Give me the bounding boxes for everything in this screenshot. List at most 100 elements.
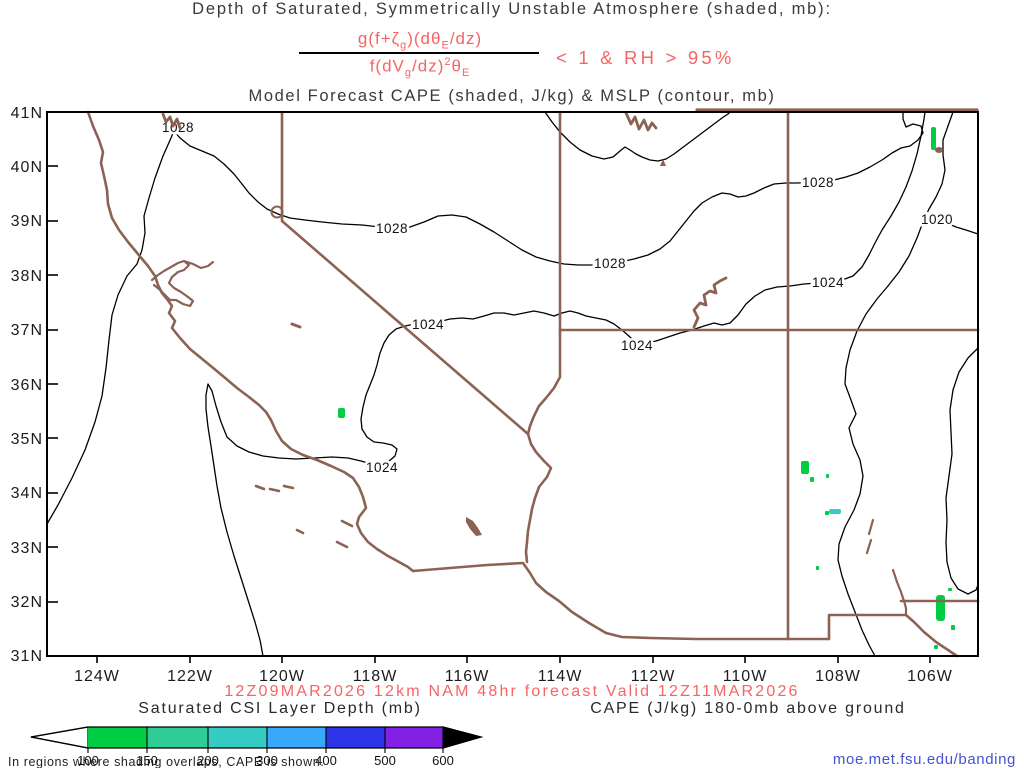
lat-label: 40N [11,159,43,176]
lat-label: 32N [11,594,43,611]
california-nevada-border [280,110,530,436]
lon-label: 110W [723,668,768,685]
contour-label: 1028 [162,120,194,135]
shade-patch [816,566,819,570]
contour-southeast-hook [945,347,979,595]
lat-label: 37N [11,322,43,339]
mono-lake [290,322,302,329]
contour-1028 [46,111,924,525]
salton-sea [466,517,482,536]
shade-patch [948,588,952,591]
lon-label: 122W [167,668,213,685]
shade-patch [338,408,345,418]
formula-numerator: g(f+ζg)(dθE/dz) [357,29,483,52]
lon-label: 108W [815,668,861,685]
lat-label: 31N [11,648,43,665]
contour-label: 1024 [812,275,844,290]
contour-label: 1028 [802,175,834,190]
colorbar-segment [88,727,147,748]
utah-lake [660,159,666,166]
colorbar-tick: 600 [432,753,454,768]
page-subtitle: Model Forecast CAPE (shaded, J/kg) & MSL… [248,87,776,105]
great-salt-lake [624,111,658,132]
rio-grande-river [865,518,908,617]
longitude-ticks [96,656,931,663]
channel-islands [254,484,354,549]
shade-patch [931,127,936,150]
mexico-border [411,561,959,658]
colorbar-tick: 200 [197,753,219,768]
shade-patch [810,477,814,482]
contour-value-labels: 1028 1028 1028 1028 1024 1024 1024 1024 … [159,118,955,478]
colorbar: 100 150 200 300 400 500 600 [30,726,484,768]
contour-1020-newmexico [837,111,954,657]
colorbar-tick: 500 [374,753,396,768]
lon-label: 112W [631,668,676,685]
lon-label: 106W [907,668,953,685]
colorbar-tick: 150 [136,753,158,768]
overlap-note: In regions where shading overlaps, CAPE … [8,755,325,768]
forecast-valid-line: 12Z09MAR2026 12km NAM 48hr forecast Vali… [224,683,800,700]
colorbar-segment [326,727,385,748]
colorbar-left-arrow [30,726,89,749]
geography-lakes-filled [466,147,943,536]
latitude-axis-labels: 41N 40N 39N 38N 37N 36N 35N 34N 33N 32N … [11,105,43,665]
colorbar-tick: 400 [315,753,337,768]
contour-label: 1024 [412,317,444,332]
colorbar-segment [208,727,267,748]
contour-label: 1024 [366,460,398,475]
lat-label: 35N [11,431,43,448]
website-link[interactable]: moe.met.fsu.edu/banding [832,751,1016,768]
shade-patch [951,625,955,630]
geography-borders [86,108,980,658]
map-frame-and-ticks [46,111,979,663]
lake-tahoe [270,205,284,219]
lon-label: 124W [74,668,120,685]
lat-label: 34N [11,485,43,502]
colorbar-dividers [87,727,444,753]
colorbar-right-arrow [442,726,484,749]
lon-label: 120W [259,668,305,685]
san-francisco-bay [150,259,215,308]
lat-label: 33N [11,540,43,557]
california-coastline [86,110,415,573]
lake-powell [692,276,728,329]
legend-cape: CAPE (J/kg) 180-0mb above ground [590,700,906,717]
contour-label: 1028 [376,221,408,236]
contour-label: 1024 [621,338,653,353]
fraction-bar [299,52,539,55]
contour-label: 1028 [594,256,626,271]
colorbar-segment [267,727,326,748]
shade-patch [826,474,829,478]
lat-label: 38N [11,268,43,285]
csi-shading-green [338,127,955,649]
contour-1024 [205,111,926,657]
latitude-ticks [48,111,58,657]
lat-label: 39N [11,213,43,230]
lat-label: 41N [11,105,43,122]
nevada-utah-border-colorado-river [524,110,562,564]
colorbar-tick: 300 [256,753,278,768]
contour-1020-east [948,223,979,235]
formula-denominator: f(dVg/dz)2θE [369,56,471,80]
page-title: Depth of Saturated, Symmetrically Unstab… [192,0,832,18]
shade-patch [801,461,809,474]
contour-unlabeled-north [544,111,731,162]
contour-label: 1020 [921,212,953,227]
flaming-gorge-reservoir [935,147,943,153]
colorbar-tick-labels: 100 150 200 300 400 500 600 [77,753,454,768]
colorbar-tick: 100 [77,753,99,768]
lon-label: 114W [538,668,583,685]
legend-csi-depth: Saturated CSI Layer Depth (mb) [138,700,422,717]
lon-label: 118W [353,668,398,685]
longitude-axis-labels: 124W 122W 120W 118W 116W 114W 112W 110W … [74,668,953,685]
lon-label: 116W [445,668,490,685]
klamath-lakes [161,112,182,130]
csi-shading-cyan [829,509,841,514]
lat-label: 36N [11,377,43,394]
mslp-contours [46,111,979,657]
formula-condition: < 1 & RH > 95% [556,47,735,68]
shade-patch [825,511,829,515]
